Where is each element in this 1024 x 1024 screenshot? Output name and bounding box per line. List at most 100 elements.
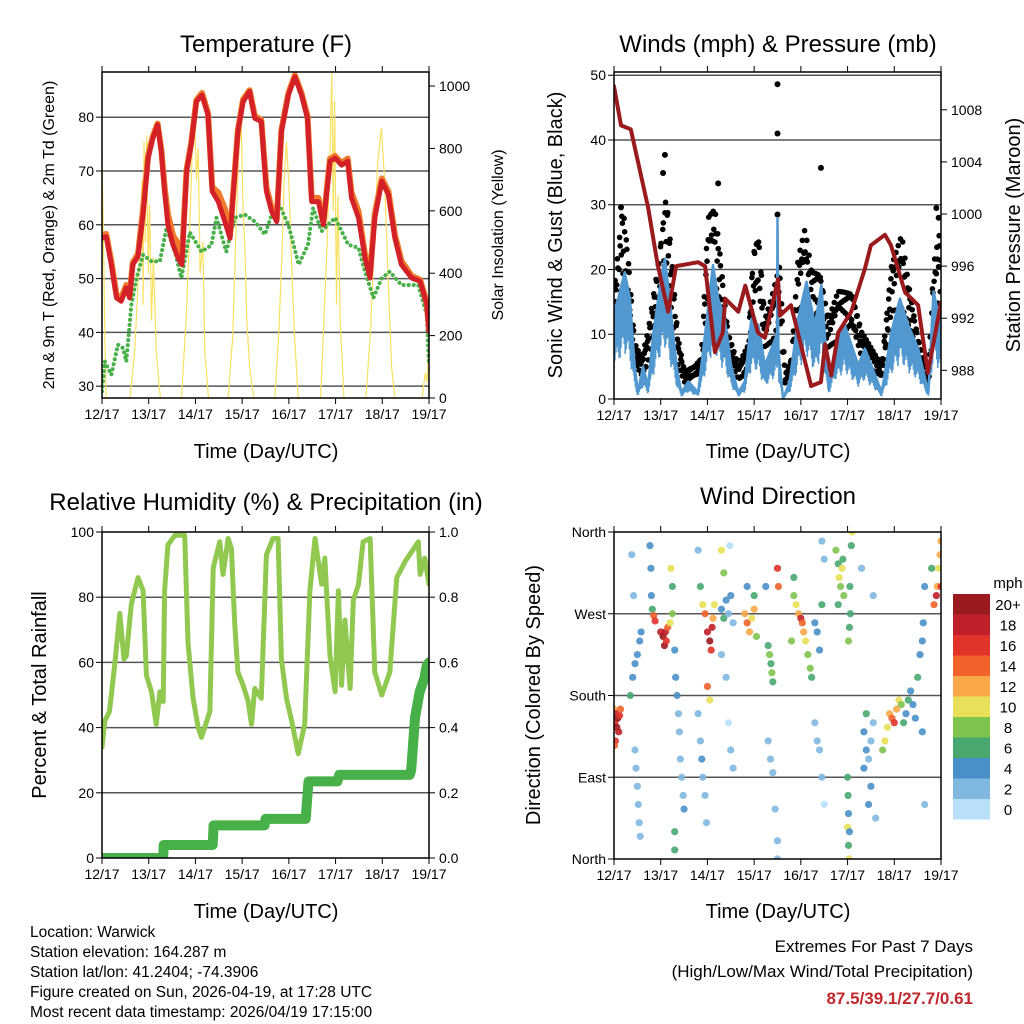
gust-dot (672, 313, 678, 320)
direction-point (930, 601, 938, 609)
direction-point (840, 591, 848, 600)
gust-dot (818, 278, 824, 284)
direction-point (897, 700, 905, 709)
direction-point (706, 696, 714, 704)
pressure-ylabel: Station Pressure (Maroon) (1003, 118, 1024, 353)
direction-point (699, 773, 707, 781)
gust-dot (640, 356, 646, 362)
y-tick-label: 100 (71, 524, 95, 540)
direction-point (671, 646, 679, 654)
x-tick-label: 15/17 (225, 406, 260, 422)
gust-dot (749, 270, 756, 277)
direction-point (647, 591, 655, 600)
gust-dot (906, 286, 913, 293)
pressure-line (614, 84, 941, 388)
direction-point (616, 705, 625, 713)
marks (614, 81, 941, 399)
gust-dot (625, 260, 632, 267)
gust-outlier-dot (774, 81, 781, 88)
direction-point (675, 728, 684, 736)
humidity-line (102, 532, 429, 757)
legend-label: 6 (1004, 741, 1012, 758)
direction-point (635, 819, 643, 827)
gust-dot (885, 296, 892, 302)
gust-dot (895, 242, 902, 249)
direction-point (845, 855, 853, 859)
gust-dot (751, 250, 758, 257)
x-tick-label: 19/17 (411, 406, 446, 422)
gust-dot (881, 333, 888, 339)
direction-point (616, 711, 624, 720)
gust-dot (756, 285, 763, 292)
direction-point (902, 710, 910, 718)
y-tick-label: 20 (590, 261, 606, 277)
direction-point (857, 564, 866, 572)
humidity-title: Relative Humidity (%) & Precipitation (i… (49, 489, 482, 516)
gust-dot (665, 209, 671, 216)
gust-dot (755, 277, 761, 283)
gust-dot (806, 252, 812, 259)
x-tick-label: 14/17 (690, 407, 725, 423)
x-tick-label: 12/17 (84, 406, 119, 422)
gust-dot (801, 227, 808, 234)
gust-dot (891, 280, 898, 287)
direction-point (813, 737, 821, 745)
wind-direction-title: Wind Direction (700, 483, 856, 510)
y-tick-label: West (574, 606, 606, 622)
gust-dot (913, 329, 920, 336)
direction-point (935, 564, 941, 572)
gust-outlier-dot (618, 204, 625, 211)
plot-frame (613, 531, 942, 860)
direction-point (720, 569, 728, 577)
gust-dot (714, 258, 720, 264)
y-right-tick-label: 1008 (951, 102, 982, 118)
direction-point (921, 800, 929, 809)
gust-dot (900, 260, 907, 267)
direction-point (836, 582, 845, 591)
gust-outlier-dot (661, 151, 668, 158)
gust-dot (731, 348, 737, 355)
direction-point (743, 582, 751, 591)
direction-point (674, 710, 683, 718)
y-right-tick-label: 988 (951, 362, 975, 378)
y-tick-label: 10 (590, 326, 606, 342)
gust-outlier-dot (715, 180, 722, 187)
gust-dot (702, 301, 708, 307)
extremes-subtitle: (High/Low/Max Wind/Total Precipitation) (672, 962, 973, 981)
x-tick-label: 18/17 (365, 406, 400, 422)
direction-point (671, 846, 679, 854)
gust-dot (614, 256, 621, 262)
y-right-tick-label: 600 (439, 203, 463, 219)
direction-point (636, 832, 644, 840)
direction-point (864, 800, 873, 809)
direction-point (862, 710, 870, 718)
direction-point (893, 705, 901, 713)
direction-point (818, 773, 826, 781)
direction-point (846, 582, 854, 591)
direction-point (845, 623, 854, 631)
legend-label: 20+ (995, 597, 1021, 614)
direction-point (773, 855, 782, 859)
y-right-tick-label: 1.0 (439, 524, 459, 540)
y-tick-label: North (572, 851, 606, 867)
gust-dot (621, 228, 628, 235)
direction-point (701, 791, 709, 800)
gust-dot (619, 220, 626, 226)
y-tick-label: North (572, 524, 606, 540)
x-tick-label: 13/17 (643, 407, 678, 423)
gust-dot (911, 313, 917, 319)
direction-point (869, 591, 877, 600)
gust-dot (878, 370, 885, 376)
legend-swatch (953, 737, 990, 758)
y-tick-label: 80 (78, 109, 94, 125)
direction-point (838, 564, 846, 572)
gust-dot (911, 318, 918, 324)
direction-point (632, 764, 640, 772)
direction-point (696, 737, 705, 745)
direction-point (869, 719, 877, 727)
x-tick-label: 12/17 (596, 867, 631, 883)
direction-point (673, 691, 681, 700)
gust-dot (712, 211, 719, 218)
gust-dot (794, 276, 801, 283)
gust-dot (635, 347, 641, 354)
